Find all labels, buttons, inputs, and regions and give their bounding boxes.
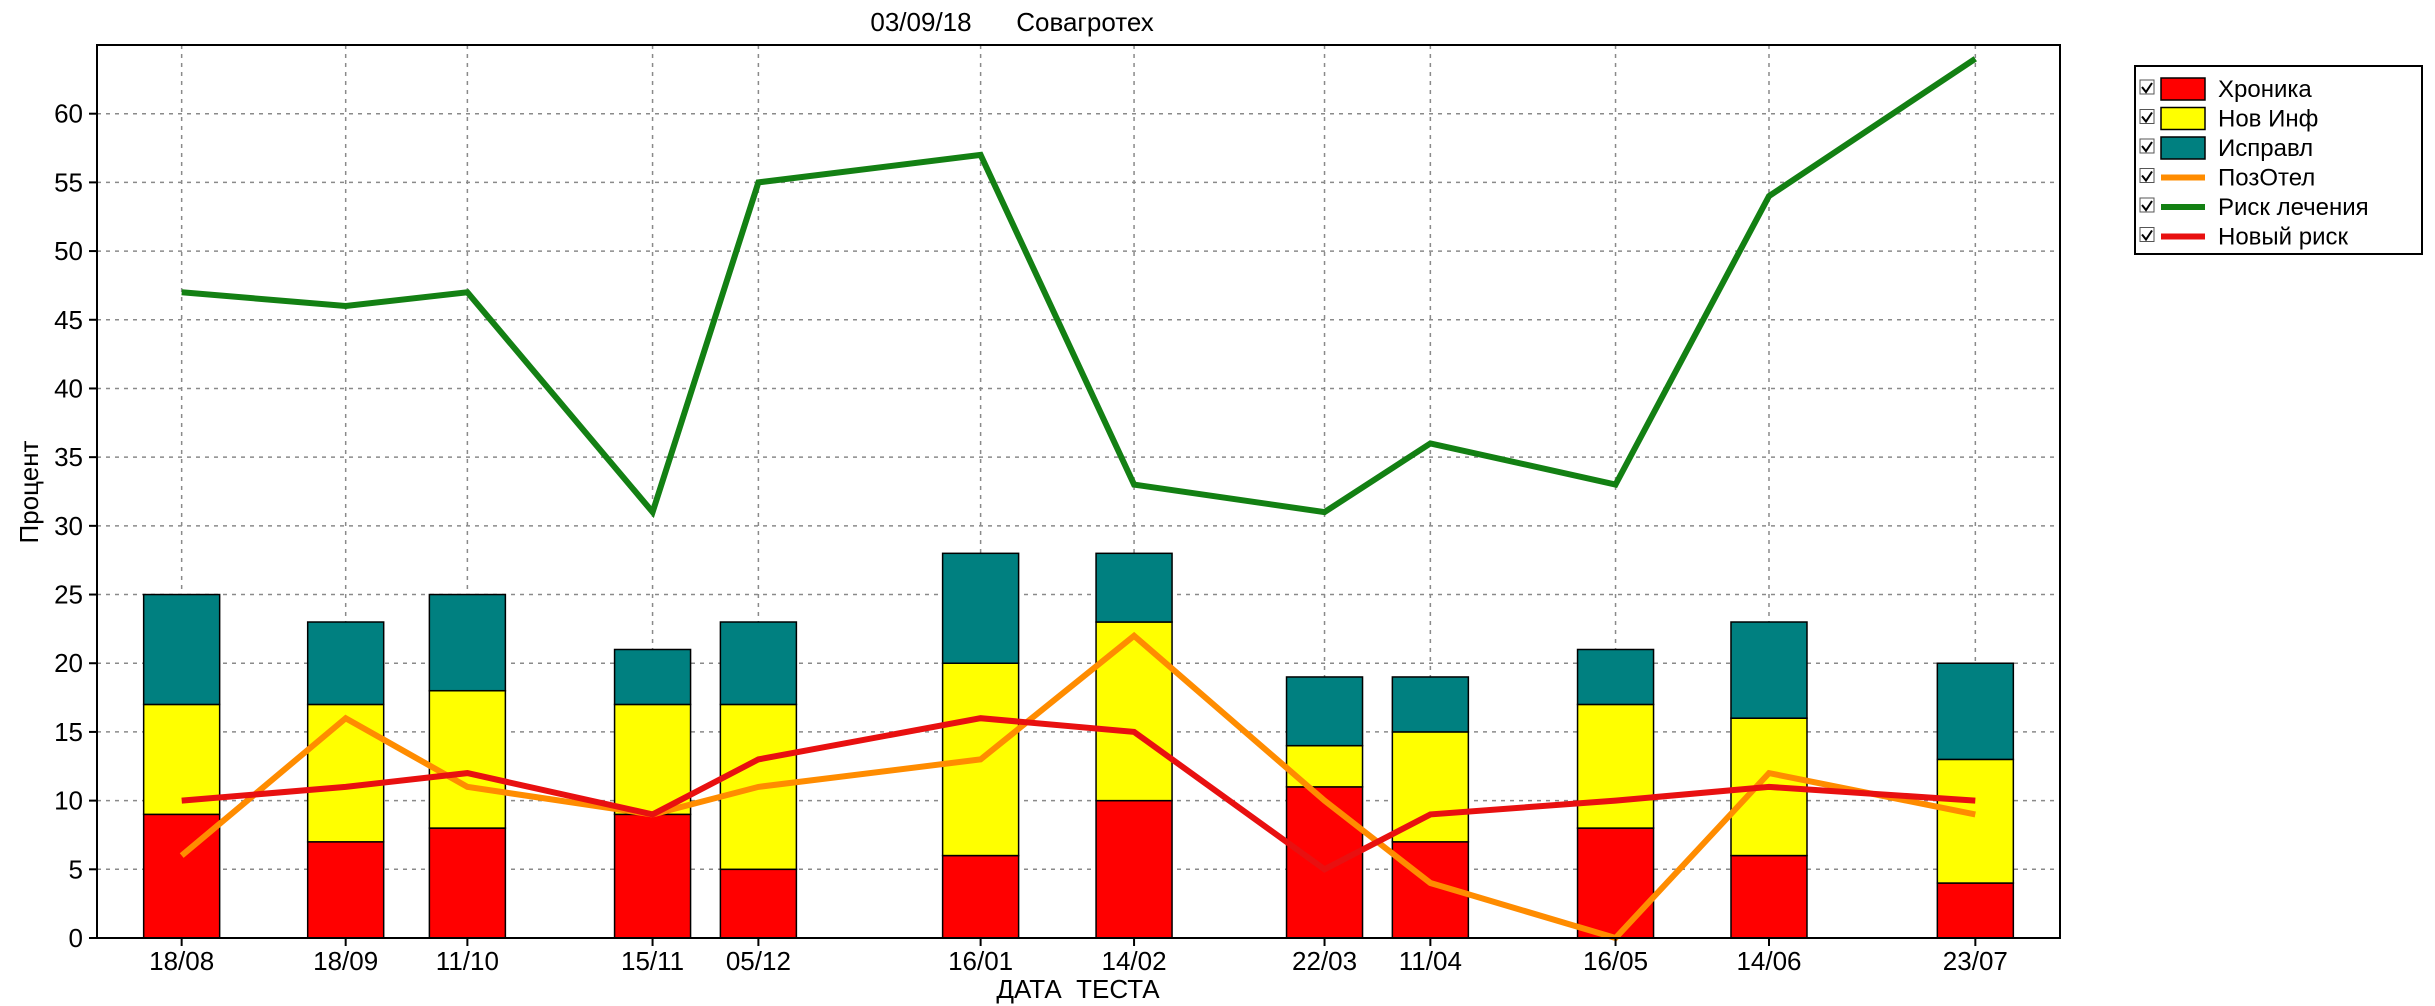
x-tick-label: 14/06: [1736, 946, 1801, 976]
bar-segment: [1391, 676, 1470, 733]
bar-segment: [306, 621, 385, 706]
y-tick-label: 5: [69, 854, 83, 884]
legend-label: Новый риск: [2218, 224, 2349, 251]
bar-segment: [1095, 621, 1173, 802]
bar-segment: [1285, 786, 1364, 939]
legend-swatch: [2160, 106, 2206, 131]
bar-segment: [1730, 854, 1808, 939]
bar-segment: [142, 593, 221, 706]
bar-segment: [1576, 648, 1655, 706]
y-axis-title: Процент: [14, 440, 44, 543]
bar-segment: [941, 552, 1020, 664]
x-tick-label: 05/12: [726, 946, 791, 976]
x-tick-label: 22/03: [1292, 946, 1357, 976]
check-icon: [2141, 200, 2153, 212]
bar-segment: [306, 703, 385, 843]
y-tick-label: 25: [54, 580, 83, 610]
grid: [97, 45, 2060, 938]
check-icon: [2141, 82, 2153, 94]
bar-segment: [1576, 703, 1655, 829]
bar-segment: [613, 703, 692, 816]
bar-segment: [1285, 676, 1364, 747]
bar-segment: [306, 841, 385, 939]
plot-frame: [96, 44, 2061, 939]
x-tick-label: 11/04: [1399, 946, 1462, 976]
check-icon: [2141, 229, 2153, 242]
bar-segment: [719, 621, 798, 706]
bar-segment: [428, 689, 507, 829]
lines: [179, 56, 1977, 942]
y-axis: 0 5 10 15 20 25 30 35 40 45 50 55 60: [54, 99, 97, 953]
series-line: [181, 56, 1977, 519]
bar-segment: [1936, 882, 2015, 939]
bar-segment: [941, 854, 1020, 939]
check-icon: [2141, 111, 2153, 124]
x-tick-label: 23/07: [1943, 946, 2008, 976]
y-tick-label: 30: [54, 511, 83, 541]
legend-label: Исправл: [2218, 135, 2313, 162]
y-tick-label: 0: [69, 923, 83, 953]
bar-segment: [613, 813, 692, 939]
x-tick-label: 15/11: [621, 946, 684, 976]
y-tick-label: 20: [54, 648, 83, 678]
check-icon: [2141, 170, 2153, 183]
y-tick-label: 40: [54, 373, 83, 403]
chart-company: Совагротех: [1016, 7, 1154, 37]
bar-segment: [1936, 662, 2015, 761]
legend-swatch: [2160, 136, 2206, 160]
legend-swatch: [2160, 77, 2206, 101]
series-line: [181, 715, 1976, 873]
bar-segment: [428, 593, 507, 692]
check-icon: [2141, 141, 2153, 153]
x-tick-label: 16/01: [948, 946, 1013, 976]
x-tick-label: 16/05: [1583, 946, 1648, 976]
bar-segment: [1095, 799, 1173, 939]
bars: [142, 552, 2015, 939]
y-tick-label: 55: [54, 167, 83, 197]
bar-segment: [428, 827, 507, 939]
x-tick-label: 18/09: [313, 946, 378, 976]
x-tick-label: 18/08: [149, 946, 214, 976]
bar-segment: [1391, 731, 1470, 843]
chart-date: 03/09/18: [870, 7, 971, 37]
legend-label: Нов Инф: [2218, 106, 2318, 133]
x-axis: 18/08 18/09 11/10 15/11 05/12 16/01 14/02 22/03…: [149, 938, 2008, 976]
bar-segment: [1576, 827, 1655, 939]
bar-segment: [1730, 621, 1808, 719]
bar-segment: [613, 648, 692, 706]
x-tick-label: 11/10: [436, 946, 499, 976]
x-tick-label: 14/02: [1102, 946, 1167, 976]
bar-segment: [1936, 758, 2015, 884]
legend-label: Риск лечения: [2218, 194, 2369, 221]
bar-segment: [1095, 552, 1173, 623]
legend-label: Хроника: [2218, 76, 2312, 103]
x-axis-title: ДАТА ТЕСТА: [996, 974, 1160, 1004]
y-tick-label: 35: [54, 442, 83, 472]
legend-label: ПозОтел: [2218, 165, 2315, 192]
y-tick-label: 10: [54, 786, 83, 816]
bar-segment: [719, 868, 798, 939]
y-tick-label: 50: [54, 236, 83, 266]
y-tick-label: 45: [54, 305, 83, 335]
y-tick-label: 15: [54, 717, 83, 747]
y-tick-label: 60: [54, 99, 83, 129]
